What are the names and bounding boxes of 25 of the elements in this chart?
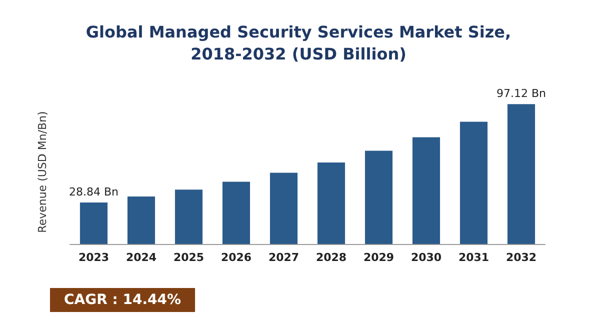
x-tick-label: 2026 xyxy=(220,251,252,264)
x-tick-label: 2029 xyxy=(363,251,394,264)
x-tick-label: 2023 xyxy=(78,251,110,264)
bar xyxy=(317,162,346,244)
bar xyxy=(222,182,250,244)
x-tick-label: 2025 xyxy=(173,251,204,264)
x-tick-label: 2031 xyxy=(458,251,490,264)
x-tick-label: 2024 xyxy=(126,251,157,264)
x-tick-label: 2027 xyxy=(268,251,300,264)
bar xyxy=(270,172,298,244)
x-tick-label: 2030 xyxy=(410,251,442,264)
bar xyxy=(174,190,203,244)
bar xyxy=(127,196,156,244)
x-tick-label: 2028 xyxy=(316,251,347,264)
data-label: 97.12 Bn xyxy=(496,87,546,100)
bar xyxy=(364,150,393,244)
bar xyxy=(507,104,536,244)
data-label: 28.84 Bn xyxy=(68,185,119,198)
chart-title: Global Managed Security Services Market Size, 2018-2032 (USD Billion) xyxy=(86,22,512,64)
text: CAGR : 14.44% xyxy=(64,292,182,308)
bar xyxy=(460,122,488,244)
bar xyxy=(412,137,440,244)
bar xyxy=(80,202,108,244)
x-tick-label: 2032 xyxy=(506,251,537,264)
y-axis-title: Revenue (USD Mn/Bn) xyxy=(36,111,49,233)
